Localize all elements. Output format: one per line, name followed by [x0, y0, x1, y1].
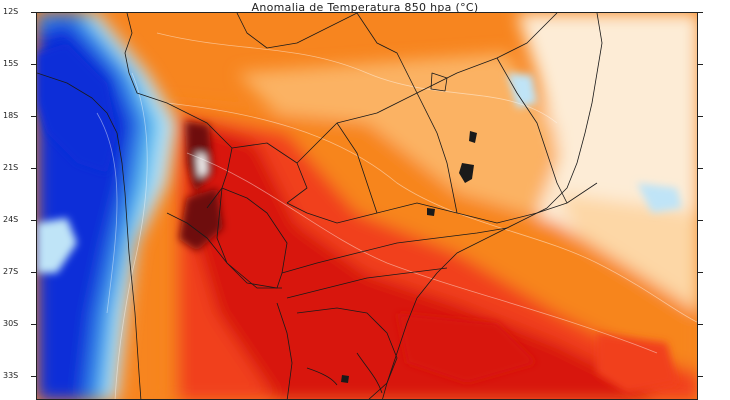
latitude-tick-right [698, 272, 703, 273]
latitude-label: 12S [3, 7, 19, 16]
latitude-tick [31, 116, 36, 117]
country-borders [37, 13, 603, 399]
latitude-tick-right [698, 168, 703, 169]
latitude-label: 18S [3, 111, 19, 120]
latitude-tick-right [698, 324, 703, 325]
latitude-label: 21S [3, 163, 19, 172]
latitude-tick [31, 376, 36, 377]
latitude-label: 33S [3, 371, 19, 380]
latitude-tick-right [698, 220, 703, 221]
latitude-tick-right [698, 116, 703, 117]
temperature-anomaly-map [37, 13, 697, 399]
latitude-tick-right [698, 12, 703, 13]
latitude-tick-right [698, 64, 703, 65]
latitude-tick [31, 220, 36, 221]
latitude-label: 30S [3, 319, 19, 328]
latitude-label: 24S [3, 215, 19, 224]
latitude-tick [31, 64, 36, 65]
latitude-tick [31, 272, 36, 273]
reservoirs [341, 131, 477, 383]
latitude-tick [31, 168, 36, 169]
warm-anomaly-field [167, 13, 697, 399]
latitude-tick-right [698, 376, 703, 377]
cold-pacific-band [37, 43, 682, 273]
latitude-label: 27S [3, 267, 19, 276]
map-title: Anomalia de Temperatura 850 hpa (°C) [251, 1, 479, 14]
latitude-tick [31, 12, 36, 13]
latitude-label: 15S [3, 59, 19, 68]
latitude-tick [31, 324, 36, 325]
hot-core [179, 121, 223, 251]
secondary-warm-core [397, 313, 677, 393]
anomaly-contours [96, 32, 697, 399]
map-frame [36, 12, 698, 400]
